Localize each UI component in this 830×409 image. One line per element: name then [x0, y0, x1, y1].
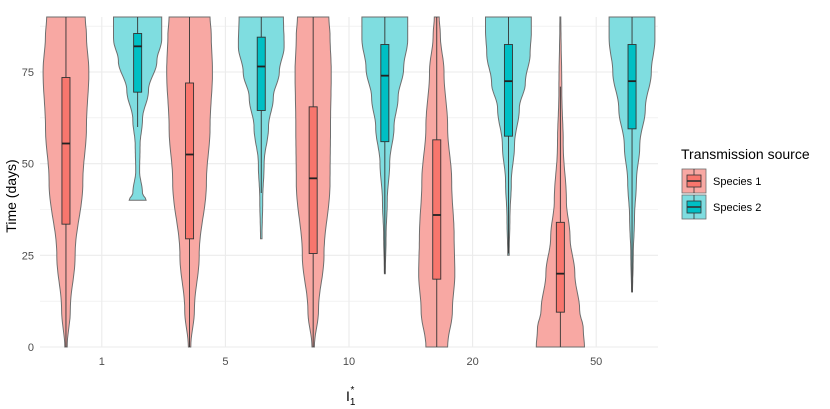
x-axis-ticks: 1 5 10 20 50: [99, 356, 603, 368]
box-2-5: [256, 36, 266, 111]
x-tick-label: 5: [222, 356, 228, 368]
legend-title: Transmission source: [681, 146, 810, 162]
y-axis-ticks: 0 25 50 75: [22, 67, 34, 354]
boxplots-layer: [61, 17, 637, 347]
y-tick-label: 0: [28, 342, 34, 354]
legend-key-species-2: [681, 194, 707, 220]
box-2-50: [627, 44, 637, 130]
legend-key-species-1: [681, 168, 707, 194]
box-2-10: [380, 44, 390, 143]
y-tick-label: 25: [22, 250, 34, 262]
legend-label-species-2: Species 2: [713, 202, 761, 214]
x-tick-label: 20: [466, 356, 478, 368]
legend-label-species-1: Species 1: [713, 176, 761, 188]
box-1-1: [61, 77, 71, 225]
box-1-10: [308, 106, 318, 254]
box-2-20: [503, 44, 513, 137]
box-2-1: [133, 33, 143, 93]
x-tick-label: 50: [590, 356, 602, 368]
y-tick-label: 50: [22, 159, 34, 171]
legend: Transmission source Species 1 Species 2: [681, 146, 810, 220]
x-axis-title-main: I: [346, 388, 350, 404]
box-1-50: [555, 221, 565, 313]
box-1-20: [432, 139, 442, 280]
x-tick-label: 10: [343, 356, 355, 368]
x-axis-title-subscript: 1: [350, 397, 356, 408]
box-1-5: [185, 82, 195, 240]
x-tick-label: 1: [99, 356, 105, 368]
x-axis-title-superscript: *: [350, 385, 354, 396]
x-axis-title: I1*: [346, 385, 356, 408]
y-axis-title: Time (days): [3, 159, 19, 232]
y-tick-label: 75: [22, 67, 34, 79]
